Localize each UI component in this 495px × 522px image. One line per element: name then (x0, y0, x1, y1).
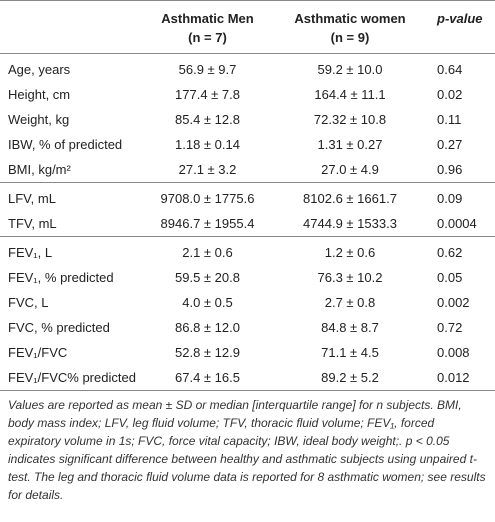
men-value: 177.4 ± 7.8 (175, 87, 240, 102)
row-label: Height, cm (8, 87, 71, 102)
women-value: 27.0 ± 4.9 (275, 157, 425, 183)
header-n: (n = 9) (330, 30, 370, 45)
women-value: 71.1 ± 4.5 (321, 345, 379, 360)
table-row: FVC, L 4.0 ± 0.5 2.7 ± 0.8 0.002 (0, 290, 495, 315)
women-value: 76.3 ± 10.2 (317, 270, 383, 285)
table-row: LFV, mL 9708.0 ± 1775.6 8102.6 ± 1661.7 0.0… (0, 183, 495, 212)
p-value: 0.96 (425, 157, 495, 183)
p-value: 0.05 (437, 270, 463, 285)
header-cell: Asthmatic Men (n = 7) (140, 0, 275, 54)
row-label: TFV, mL (0, 211, 140, 237)
p-value: 0.27 (437, 137, 463, 152)
men-value: 86.8 ± 12.0 (175, 320, 240, 335)
men-value: 67.4 ± 16.5 (140, 365, 275, 391)
row-label: Age, years (8, 62, 71, 77)
table-row: Age, years 56.9 ± 9.7 59.2 ± 10.0 0.64 (0, 54, 495, 83)
row-label: BMI, kg/m² (0, 157, 140, 183)
p-value: 0.11 (437, 112, 462, 127)
footnote: Values are reported as mean ± SD or medi… (8, 398, 486, 502)
p-value: 0.0004 (425, 211, 495, 237)
row-label: Weight, kg (8, 112, 70, 127)
header-empty (0, 0, 140, 54)
row-label: IBW, % of predicted (8, 137, 123, 152)
women-value: 164.4 ± 11.1 (314, 87, 386, 102)
p-value: 0.02 (437, 87, 463, 102)
table-row: TFV, mL 8946.7 ± 1955.4 4744.9 ± 1533.3 0.0… (0, 211, 495, 237)
men-value: 59.5 ± 20.8 (175, 270, 240, 285)
header-cell: p-value (425, 0, 495, 54)
p-value: 0.09 (437, 191, 463, 206)
p-value: 0.62 (437, 245, 463, 260)
women-value: 89.2 ± 5.2 (275, 365, 425, 391)
header-title: Asthmatic Men (161, 11, 254, 26)
header-n: (n = 7) (188, 30, 227, 45)
men-value: 85.4 ± 12.8 (175, 112, 240, 127)
table-row: Height, cm 177.4 ± 7.8 164.4 ± 11.1 0.02 (0, 82, 495, 107)
header-title: p-value (437, 11, 483, 26)
women-value: 72.32 ± 10.8 (313, 112, 387, 127)
p-value: 0.64 (437, 62, 463, 77)
women-value: 4744.9 ± 1533.3 (275, 211, 425, 237)
table-row: BMI, kg/m² 27.1 ± 3.2 27.0 ± 4.9 0.96 (0, 157, 495, 183)
header-title: Asthmatic women (294, 11, 406, 26)
row-label: FEV₁/FVC (8, 345, 68, 360)
row-label: LFV, mL (8, 191, 56, 206)
women-value: 59.2 ± 10.0 (317, 62, 383, 77)
p-value: 0.012 (425, 365, 495, 391)
men-value: 2.1 ± 0.6 (182, 245, 233, 260)
men-value: 4.0 ± 0.5 (182, 295, 233, 310)
row-label: FEV₁, % predicted (8, 270, 114, 285)
men-value: 8946.7 ± 1955.4 (140, 211, 275, 237)
women-value: 84.8 ± 8.7 (321, 320, 379, 335)
men-value: 56.9 ± 9.7 (178, 62, 237, 77)
table-row: FEV₁, % predicted 59.5 ± 20.8 76.3 ± 10.2 0… (0, 265, 495, 290)
row-label: FEV₁/FVC% predicted (0, 365, 140, 391)
data-table: Asthmatic Men (n = 7) Asthmatic women (n =… (0, 0, 495, 391)
p-value: 0.72 (437, 320, 463, 335)
table-row: IBW, % of predicted 1.18 ± 0.14 1.31 ± 0.2… (0, 132, 495, 157)
women-value: 2.7 ± 0.8 (324, 295, 376, 310)
women-value: 8102.6 ± 1661.7 (303, 191, 397, 206)
women-value: 1.2 ± 0.6 (324, 245, 376, 260)
p-value: 0.008 (437, 345, 470, 360)
row-label: FVC, L (8, 295, 49, 310)
table-row: FEV₁, L 2.1 ± 0.6 1.2 ± 0.6 0.62 (0, 237, 495, 266)
row-label: FVC, % predicted (8, 320, 110, 335)
table-body: Age, years 56.9 ± 9.7 59.2 ± 10.0 0.64 Heigh… (0, 54, 495, 391)
men-value: 9708.0 ± 1775.6 (160, 191, 255, 206)
p-value: 0.002 (437, 295, 470, 310)
women-value: 1.31 ± 0.27 (317, 137, 383, 152)
table-row: FVC, % predicted 86.8 ± 12.0 84.8 ± 8.7 0.7… (0, 315, 495, 340)
table-row: Weight, kg 85.4 ± 12.8 72.32 ± 10.8 0.11 (0, 107, 495, 132)
men-value: 52.8 ± 12.9 (175, 345, 240, 360)
header-row: Asthmatic Men (n = 7) Asthmatic women (n =… (0, 0, 495, 54)
row-label: FEV₁, L (8, 245, 53, 260)
header-cell: Asthmatic women (n = 9) (275, 0, 425, 54)
men-value: 27.1 ± 3.2 (140, 157, 275, 183)
men-value: 1.18 ± 0.14 (175, 137, 240, 152)
table-row: FEV₁/FVC% predicted 67.4 ± 16.5 89.2 ± 5.2… (0, 365, 495, 391)
table-row: FEV₁/FVC 52.8 ± 12.9 71.1 ± 4.5 0.008 (0, 340, 495, 365)
